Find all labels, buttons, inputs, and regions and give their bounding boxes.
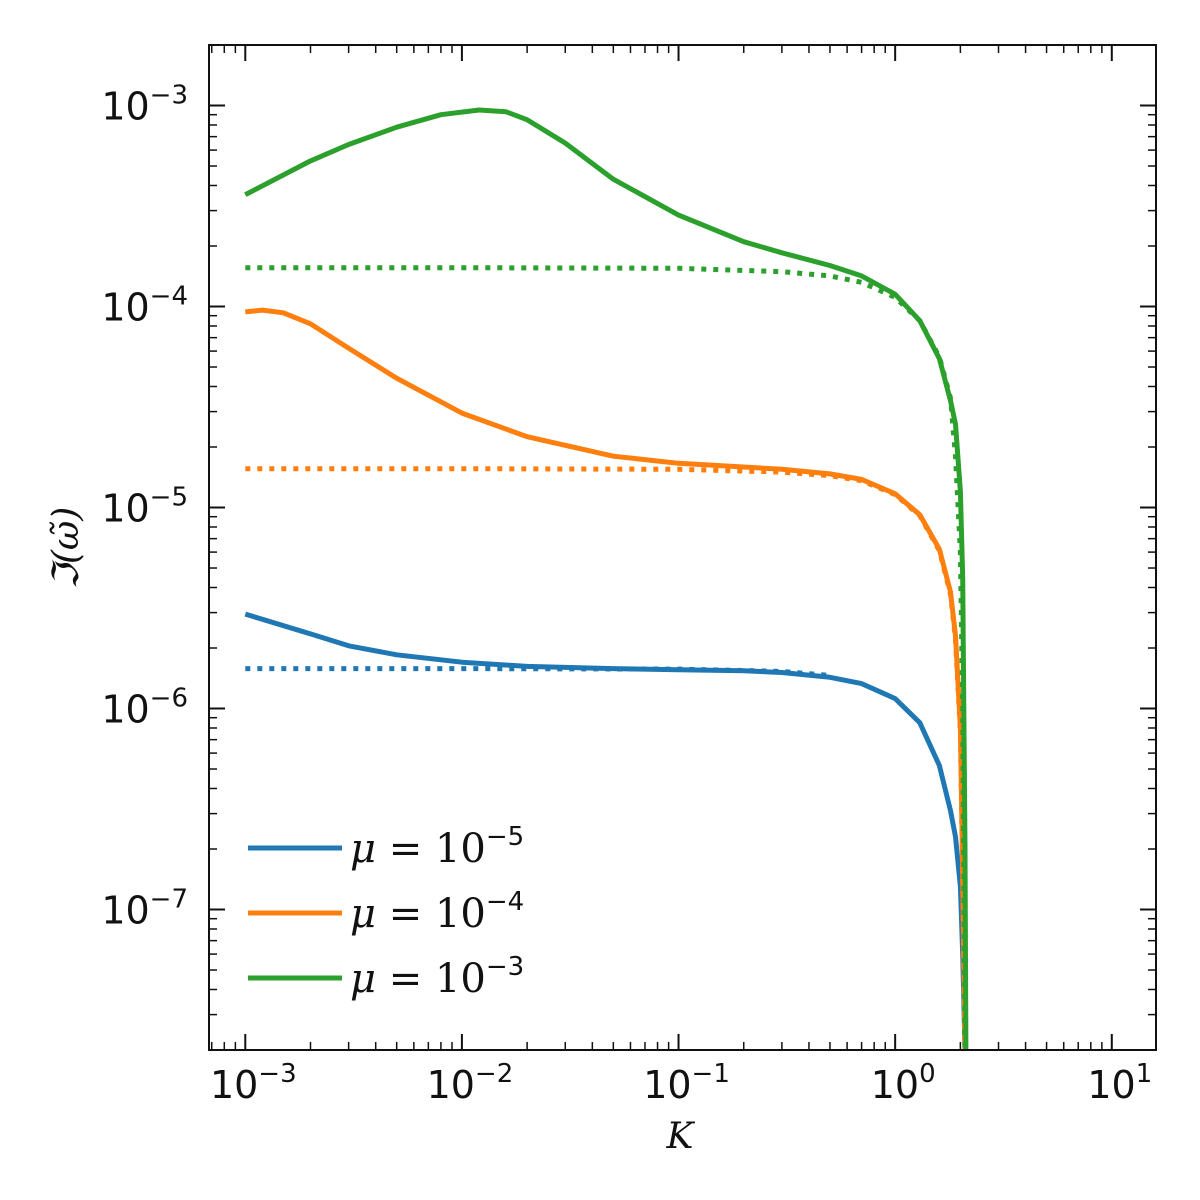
series-layer — [244, 107, 969, 1050]
legend: μ = 10−5 μ = 10−4 μ = 10−3 — [248, 822, 524, 1002]
y-tick-label: 10−4 — [101, 282, 188, 330]
x-tick-label: 10−2 — [427, 1059, 514, 1107]
x-tick-label: 101 — [1087, 1059, 1152, 1107]
series-line — [244, 107, 969, 1050]
legend-label: μ = 10−5 — [350, 822, 524, 872]
y-tick-label: 10−5 — [101, 483, 188, 531]
legend-label: μ = 10−4 — [350, 887, 524, 937]
y-axis-label: ℑ(ω̃) — [46, 507, 87, 590]
y-tick-label: 10−7 — [101, 885, 188, 933]
series-line — [245, 307, 968, 1050]
legend-label: μ = 10−3 — [350, 952, 524, 1002]
tick-marks — [209, 44, 1156, 1051]
x-tick-label: 10−3 — [210, 1059, 297, 1107]
y-tick-label: 10−3 — [101, 81, 188, 129]
tick-labels: 10−3 10−2 10−1 100 101 10−7 10−6 10−5 10−4 10−3 — [101, 81, 1152, 1107]
plot-background — [209, 45, 1156, 1050]
plot-frame — [208, 44, 1157, 1051]
x-tick-label: 10−1 — [643, 1059, 730, 1107]
x-tick-label: 100 — [871, 1059, 936, 1107]
series-line-dotted — [245, 666, 831, 678]
series-line — [244, 611, 968, 1050]
x-axis-label: K — [666, 1116, 696, 1157]
y-tick-label: 10−6 — [101, 684, 188, 732]
